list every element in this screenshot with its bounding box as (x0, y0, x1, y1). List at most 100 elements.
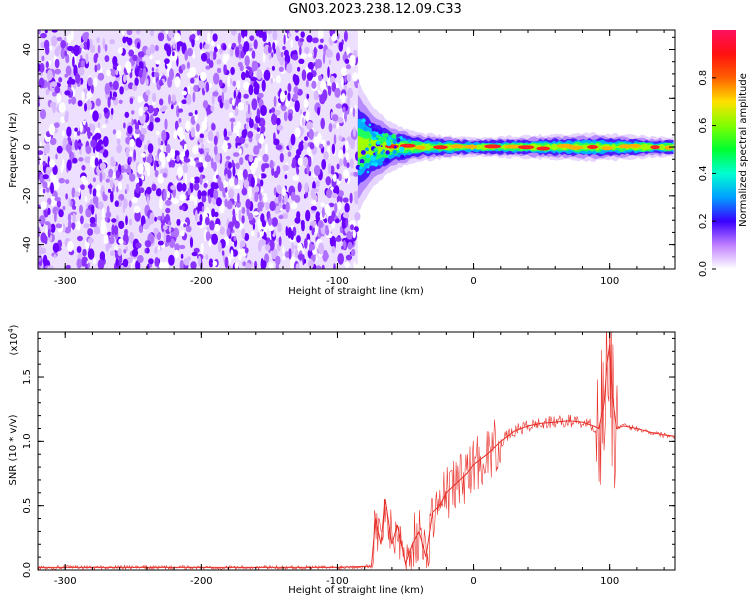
x-tick-label: -300 (54, 576, 77, 587)
heatmap-cell (249, 67, 253, 77)
heatmap-cell (268, 45, 272, 54)
heatmap-cell (245, 262, 252, 269)
heatmap-cell (185, 120, 191, 132)
heatmap-cell (271, 52, 274, 58)
heatmap-cell (128, 200, 132, 208)
heatmap-cell (131, 110, 135, 115)
heatmap-cell (131, 248, 139, 257)
heatmap-cell (209, 50, 214, 56)
heatmap-cell (40, 32, 47, 39)
heatmap-cell (265, 143, 268, 155)
heatmap-cell (205, 254, 209, 260)
heatmap-cell (157, 173, 165, 184)
heatmap-cell (225, 155, 231, 160)
signal-scatter-point (378, 129, 383, 135)
x-tick-label: 0 (470, 576, 476, 587)
colorbar-tick-label: 0.6 (698, 118, 709, 134)
heatmap-cell (100, 225, 107, 235)
heatmap-cell (118, 99, 123, 105)
heatmap-cell (248, 154, 254, 163)
heatmap-cell (342, 197, 349, 203)
heatmap-cell (341, 245, 344, 250)
heatmap-cell (202, 161, 208, 169)
y-tick-label: 1.0 (22, 433, 33, 449)
heatmap-cell (199, 213, 203, 223)
heatmap-cell (129, 138, 135, 148)
heatmap-cell (344, 261, 351, 268)
signal-scatter-point (368, 139, 371, 142)
heatmap-cell (329, 50, 333, 58)
heatmap-cell (77, 235, 83, 242)
heatmap-cell (39, 154, 43, 166)
heatmap-cell (231, 159, 234, 168)
heatmap-cell (45, 88, 50, 96)
heatmap-cell (187, 85, 191, 95)
heatmap-cell (85, 121, 88, 132)
heatmap-cell (342, 212, 350, 219)
heatmap-cell (151, 67, 155, 72)
heatmap-cell (252, 211, 260, 216)
heatmap-cell (154, 257, 160, 267)
heatmap-cell (169, 68, 174, 81)
heatmap-cell (66, 159, 72, 171)
colorbar-tick-label: 0.0 (698, 261, 709, 277)
heatmap-cell (313, 194, 318, 202)
heatmap-cell (239, 137, 246, 142)
heatmap-cell (196, 123, 200, 132)
heatmap-cell (352, 72, 359, 82)
heatmap-cell (184, 172, 187, 185)
heatmap-cell (64, 90, 71, 96)
heatmap-cell (52, 91, 57, 97)
heatmap-cell (237, 102, 245, 111)
heatmap-cell (108, 168, 114, 178)
heatmap-cell (240, 50, 245, 59)
heatmap-cell (343, 30, 348, 42)
heatmap-cell (89, 216, 96, 224)
heatmap-cell (237, 91, 242, 100)
heatmap-cell (251, 50, 256, 59)
heatmap-cell (247, 131, 254, 139)
heatmap-cell (80, 215, 84, 225)
heatmap-cell (253, 145, 260, 156)
heatmap-cell (103, 234, 109, 245)
heatmap-cell (123, 122, 126, 129)
heatmap-cell (292, 93, 298, 101)
signal-core (601, 146, 614, 151)
heatmap-cell (72, 213, 76, 223)
heatmap-cell (38, 264, 41, 269)
heatmap-cell (240, 30, 248, 39)
heatmap-cell (328, 209, 331, 218)
heatmap-cell (294, 194, 301, 203)
heatmap-cell (288, 141, 292, 149)
heatmap-cell (224, 186, 228, 193)
heatmap-cell (279, 152, 284, 163)
heatmap-cell (346, 231, 353, 240)
heatmap-cell (238, 209, 242, 222)
heatmap-cell (58, 77, 63, 83)
heatmap-cell (197, 189, 202, 200)
heatmap-cell (271, 248, 278, 260)
heatmap-cell (269, 109, 272, 114)
heatmap-cell (95, 142, 102, 152)
heatmap-cell (349, 54, 356, 67)
heatmap-cell (235, 200, 241, 208)
heatmap-cell (181, 182, 187, 192)
heatmap-cell (298, 142, 304, 152)
heatmap-cell (304, 46, 310, 54)
heatmap-cell (211, 208, 216, 218)
heatmap-cell (235, 136, 241, 144)
heatmap-cell (157, 240, 164, 246)
x-tick-label: -100 (326, 576, 349, 587)
heatmap-cell (313, 165, 321, 176)
heatmap-cell (112, 80, 119, 91)
heatmap-cell (283, 111, 288, 122)
heatmap-cell (116, 129, 122, 140)
heatmap-cell (143, 94, 149, 103)
heatmap-cell (42, 181, 48, 189)
heatmap-cell (162, 224, 168, 231)
heatmap-cell (326, 140, 331, 146)
heatmap-cell (203, 182, 208, 189)
heatmap-cell (155, 188, 162, 197)
heatmap-cell (187, 47, 193, 57)
signal-core (567, 145, 584, 150)
